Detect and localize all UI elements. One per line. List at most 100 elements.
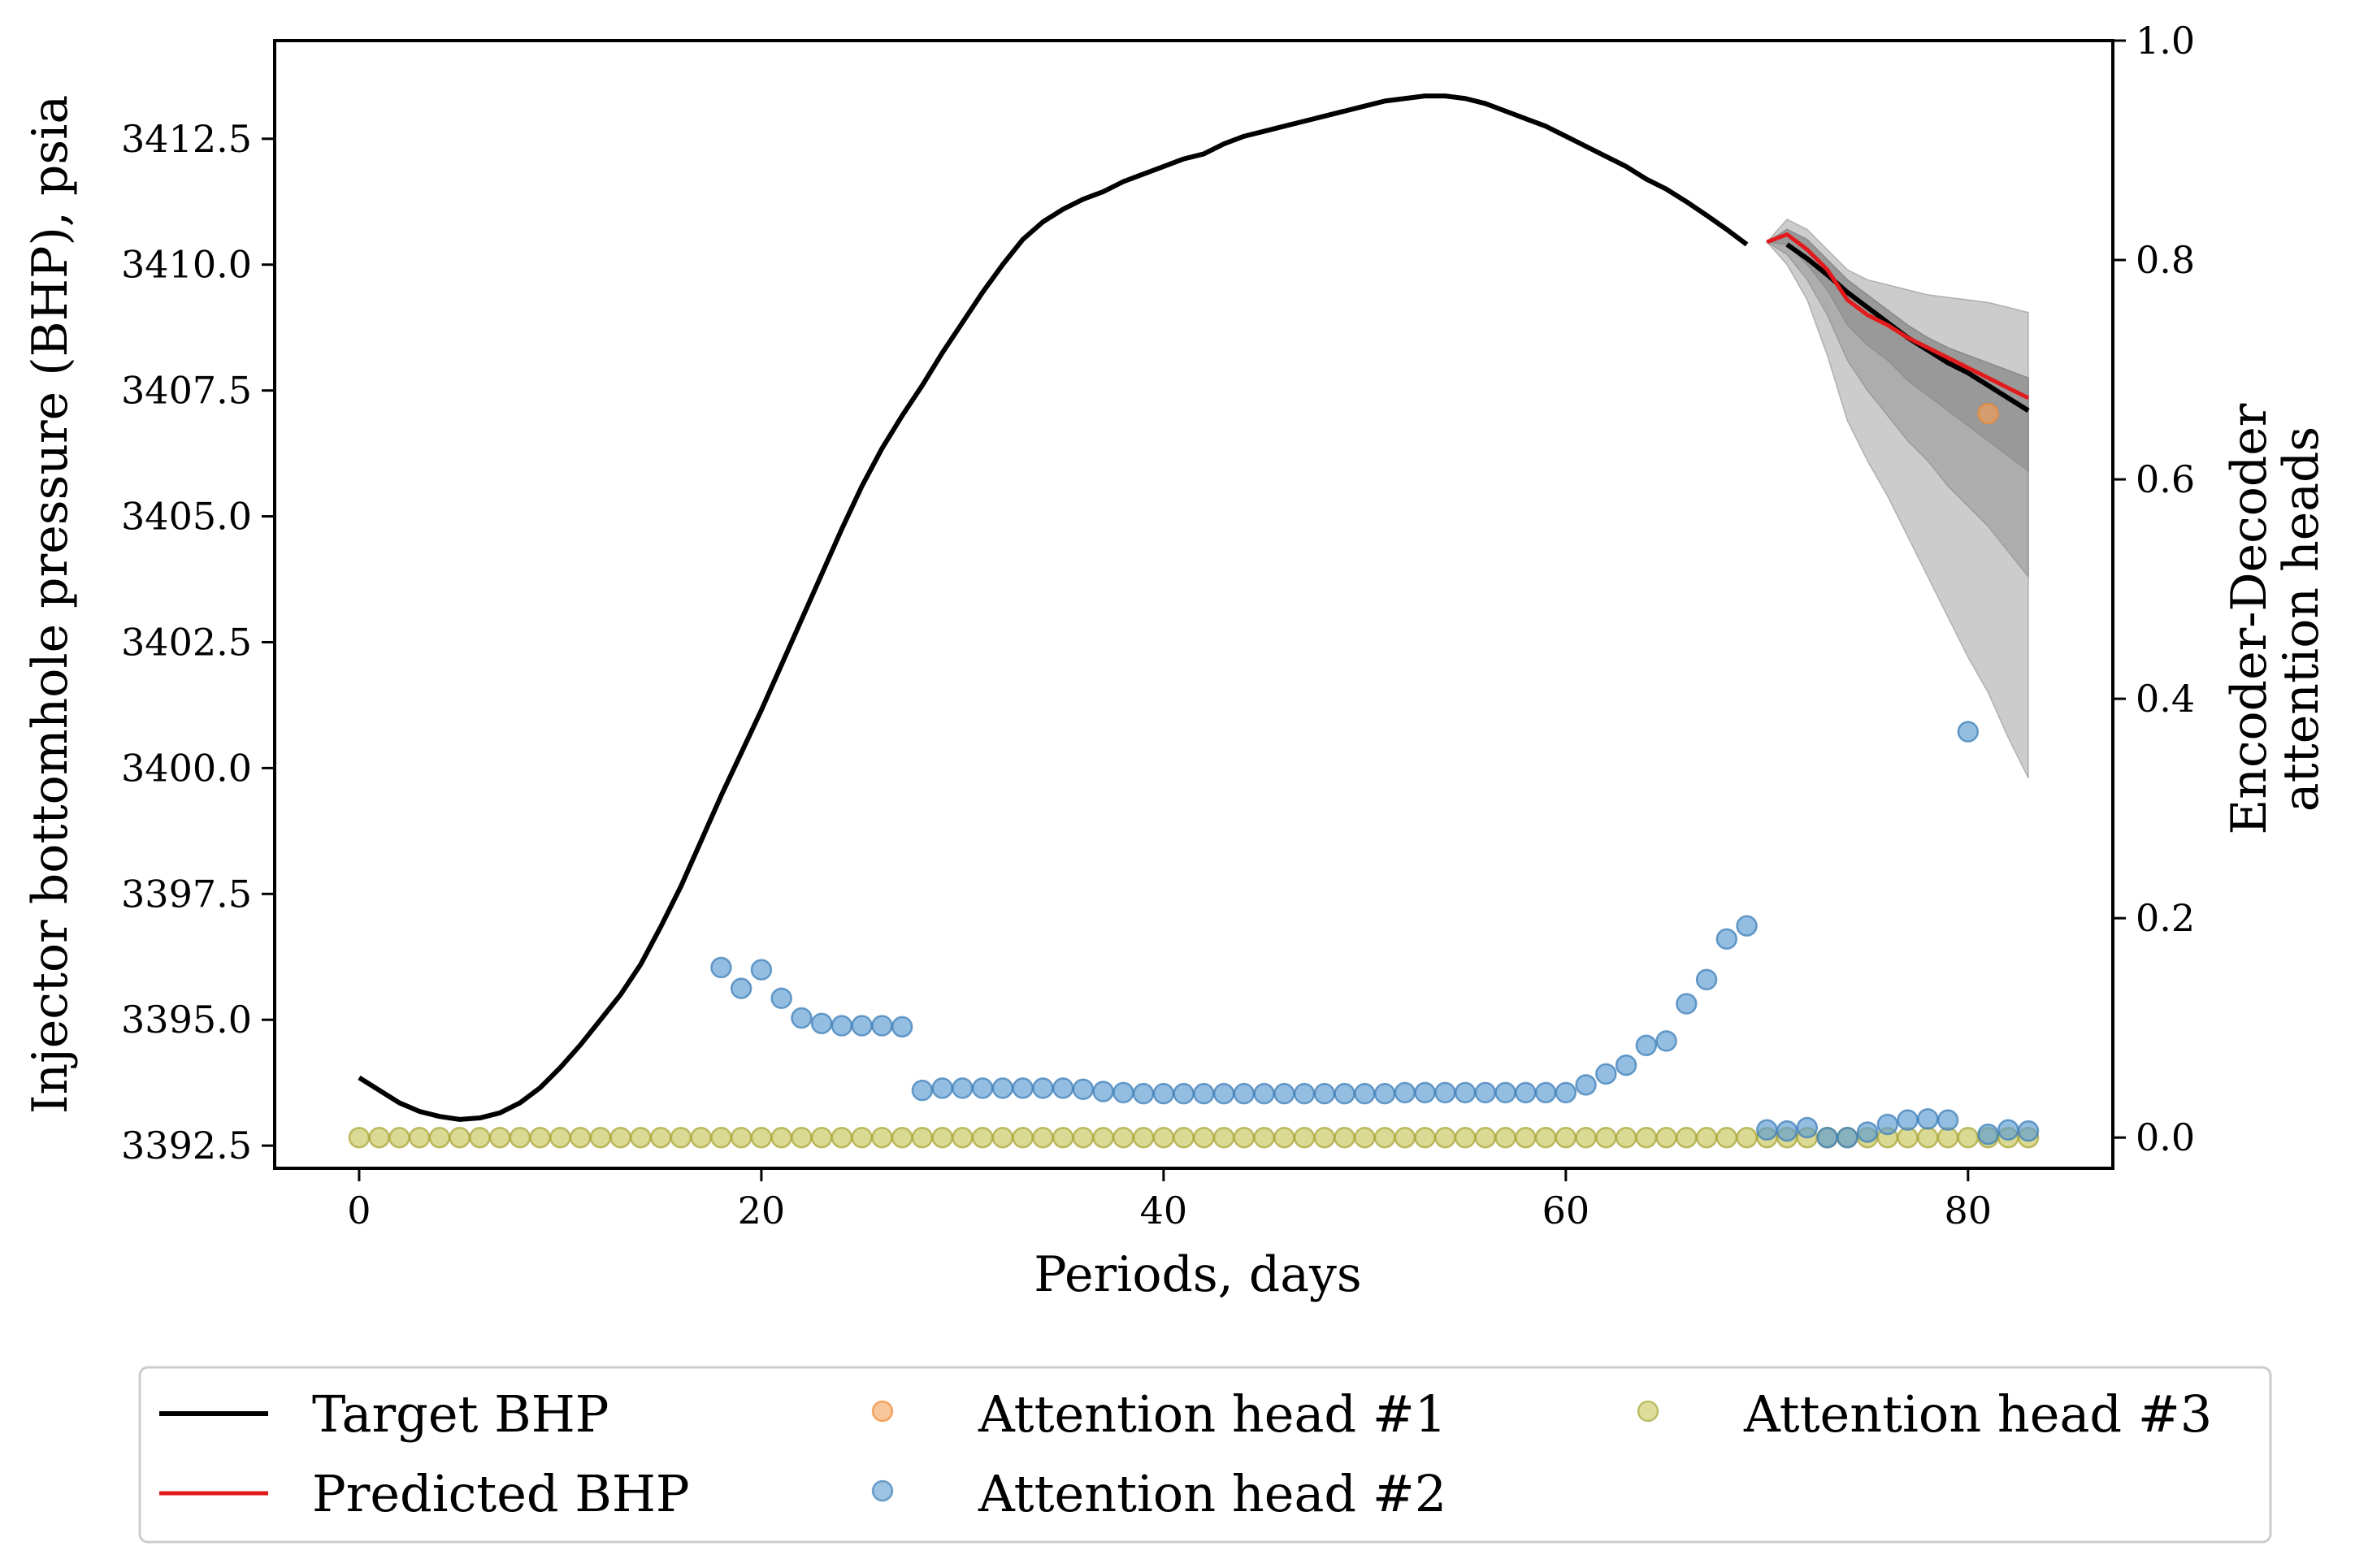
point-head3-17 <box>690 1126 712 1149</box>
point-head3-30 <box>952 1126 974 1149</box>
point-head3-29 <box>931 1126 953 1149</box>
point-head2-83 <box>2017 1120 2040 1142</box>
point-head3-57 <box>1494 1126 1516 1149</box>
y-tick-label-7: 3410.0 <box>121 243 252 287</box>
point-head2-29 <box>931 1077 953 1099</box>
point-head3-11 <box>569 1126 592 1149</box>
point-head2-60 <box>1555 1081 1577 1104</box>
point-head3-4 <box>428 1126 451 1149</box>
point-head2-52 <box>1394 1081 1416 1104</box>
point-head3-0 <box>348 1126 371 1149</box>
point-head2-61 <box>1575 1074 1597 1096</box>
legend-label-head3: Attention head #3 <box>1743 1384 2212 1444</box>
y2-axis-title-line-2: attention heads <box>2273 427 2330 812</box>
point-head2-36 <box>1072 1078 1095 1101</box>
point-head2-45 <box>1253 1082 1275 1105</box>
point-head2-81 <box>1977 1123 1999 1146</box>
point-head2-40 <box>1152 1082 1175 1105</box>
point-head2-32 <box>991 1077 1014 1099</box>
point-head2-57 <box>1494 1081 1516 1104</box>
y2-axis-title-line-1: Encoder-Decoder <box>2221 403 2278 834</box>
point-head2-18 <box>710 956 732 979</box>
point-head3-55 <box>1454 1126 1477 1149</box>
point-head2-33 <box>1012 1077 1034 1099</box>
point-head3-61 <box>1575 1126 1597 1149</box>
y-tick-label-8: 3412.5 <box>121 117 252 161</box>
point-head2-23 <box>810 1012 833 1035</box>
point-head3-52 <box>1394 1126 1416 1149</box>
point-head3-46 <box>1273 1126 1295 1149</box>
point-head3-16 <box>670 1126 692 1149</box>
y-tick-label-1: 3395.0 <box>121 998 252 1042</box>
point-head2-80 <box>1957 721 1980 743</box>
y-tick-label-5: 3405.0 <box>121 495 252 539</box>
point-head3-20 <box>750 1126 773 1149</box>
point-head3-22 <box>791 1126 813 1149</box>
point-head2-77 <box>1897 1109 1919 1131</box>
point-head2-39 <box>1132 1082 1155 1105</box>
legend-swatch-head3 <box>1637 1400 1659 1423</box>
point-head3-53 <box>1414 1126 1436 1149</box>
point-head2-68 <box>1715 928 1738 951</box>
legend-swatch-head1 <box>871 1400 894 1423</box>
point-head3-13 <box>609 1126 631 1149</box>
x-tick-label-20: 20 <box>738 1189 786 1232</box>
point-head3-1 <box>368 1126 390 1149</box>
point-head3-80 <box>1957 1126 1980 1149</box>
attention-points <box>348 402 2040 1149</box>
point-head2-22 <box>791 1007 813 1029</box>
y2-tick-label-3: 0.6 <box>2136 457 2195 501</box>
point-head3-41 <box>1173 1126 1195 1149</box>
point-head3-5 <box>449 1126 471 1149</box>
point-head3-64 <box>1635 1126 1658 1149</box>
point-head2-31 <box>971 1077 994 1099</box>
plot-frame <box>273 39 2114 1170</box>
legend-label-target: Target BHP <box>312 1384 609 1444</box>
point-head3-28 <box>911 1126 934 1149</box>
point-head2-47 <box>1293 1082 1316 1105</box>
point-head3-48 <box>1313 1126 1336 1149</box>
legend-label-predicted: Predicted BHP <box>312 1464 690 1523</box>
point-head3-24 <box>831 1126 853 1149</box>
point-head3-37 <box>1092 1126 1114 1149</box>
point-head2-75 <box>1856 1121 1879 1143</box>
point-head3-42 <box>1193 1126 1215 1149</box>
legend-label-head2: Attention head #2 <box>978 1464 1446 1523</box>
point-head3-62 <box>1595 1126 1617 1149</box>
point-head2-49 <box>1334 1082 1355 1105</box>
point-head2-37 <box>1092 1081 1114 1102</box>
point-head2-30 <box>952 1077 974 1099</box>
point-head3-26 <box>871 1126 893 1149</box>
point-head2-46 <box>1273 1082 1295 1105</box>
point-head3-3 <box>408 1126 431 1149</box>
point-head2-69 <box>1736 915 1758 937</box>
point-head2-72 <box>1796 1116 1819 1139</box>
predicted-bhp-line <box>1766 232 2030 401</box>
point-head3-44 <box>1233 1126 1256 1149</box>
confidence-bands <box>1765 219 2029 779</box>
point-head2-53 <box>1414 1081 1436 1104</box>
point-head3-47 <box>1293 1126 1316 1149</box>
point-head3-14 <box>630 1126 652 1149</box>
point-head3-25 <box>851 1126 873 1149</box>
point-head3-54 <box>1434 1126 1456 1149</box>
point-head3-69 <box>1736 1126 1758 1149</box>
point-head2-28 <box>911 1079 934 1102</box>
point-head3-68 <box>1715 1126 1738 1149</box>
point-head3-12 <box>589 1126 612 1149</box>
point-head2-20 <box>750 959 773 981</box>
point-head3-39 <box>1132 1126 1155 1149</box>
x-tick-label-0: 0 <box>347 1189 371 1232</box>
point-head2-82 <box>1997 1119 2019 1141</box>
point-head2-43 <box>1212 1082 1235 1105</box>
point-head3-66 <box>1676 1126 1698 1149</box>
point-head2-51 <box>1373 1082 1396 1105</box>
point-head2-44 <box>1233 1082 1256 1105</box>
point-head3-59 <box>1534 1126 1557 1149</box>
point-head2-58 <box>1515 1081 1537 1104</box>
y-tick-label-3: 3400.0 <box>121 746 252 790</box>
point-head3-60 <box>1555 1126 1577 1149</box>
point-head3-6 <box>469 1126 491 1149</box>
x-tick-label-60: 60 <box>1542 1189 1590 1232</box>
point-head2-25 <box>851 1015 873 1037</box>
